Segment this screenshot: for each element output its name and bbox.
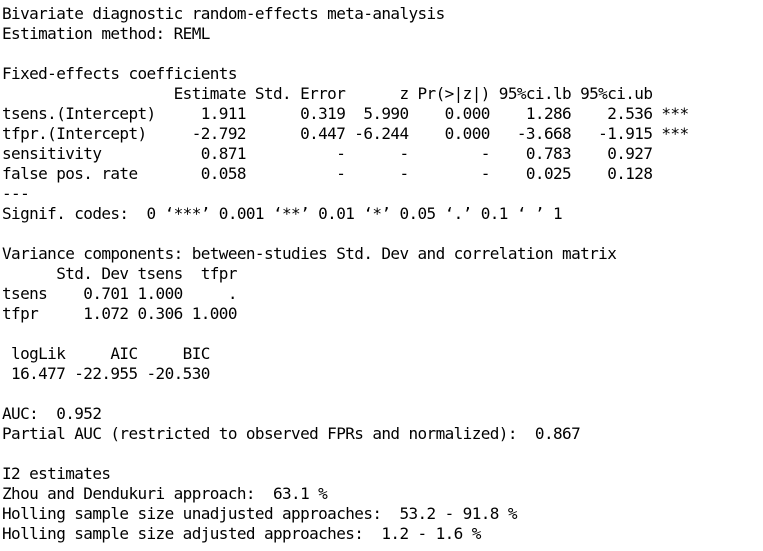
coef-row-tsens: tsens.(Intercept) 1.911 0.319 5.990 0.00…: [2, 104, 689, 123]
variance-components-heading: Variance components: between-studies Std…: [2, 244, 617, 263]
coef-row-sensitivity: sensitivity 0.871 - - - 0.783 0.927: [2, 144, 689, 163]
blank-line: [2, 44, 763, 64]
fixed-effects-heading: Fixed-effects coefficients: [2, 64, 237, 83]
separator: ---: [2, 184, 30, 203]
blank-line: [2, 444, 763, 464]
i2-holling-adjusted: Holling sample size adjusted approaches:…: [2, 524, 481, 543]
coef-table-header: Estimate Std. Error z Pr(>|z|) 95%ci.lb …: [2, 84, 689, 103]
variance-row-tsens: tsens 0.701 1.000 .: [2, 284, 237, 303]
variance-row-tfpr: tfpr 1.072 0.306 1.000: [2, 304, 237, 323]
i2-heading: I2 estimates: [2, 464, 111, 483]
output-title: Bivariate diagnostic random-effects meta…: [2, 4, 445, 23]
signif-codes: Signif. codes: 0 ‘***’ 0.001 ‘**’ 0.01 ‘…: [2, 204, 563, 223]
estimation-method: Estimation method: REML: [2, 24, 210, 43]
partial-auc-value: Partial AUC (restricted to observed FPRs…: [2, 424, 581, 443]
fit-stats-header: logLik AIC BIC: [2, 344, 210, 363]
auc-value: AUC: 0.952: [2, 404, 102, 423]
blank-line: [2, 224, 763, 244]
blank-line: [2, 384, 763, 404]
variance-table-header: Std. Dev tsens tfpr: [2, 264, 237, 283]
coef-row-tfpr: tfpr.(Intercept) -2.792 0.447 -6.244 0.0…: [2, 124, 689, 143]
i2-holling-unadjusted: Holling sample size unadjusted approache…: [2, 504, 517, 523]
fit-stats-values: 16.477 -22.955 -20.530: [2, 364, 210, 383]
blank-line: [2, 324, 763, 344]
i2-zhou: Zhou and Dendukuri approach: 63.1 %: [2, 484, 328, 503]
coef-row-false-pos-rate: false pos. rate 0.058 - - - 0.025 0.128: [2, 164, 689, 183]
